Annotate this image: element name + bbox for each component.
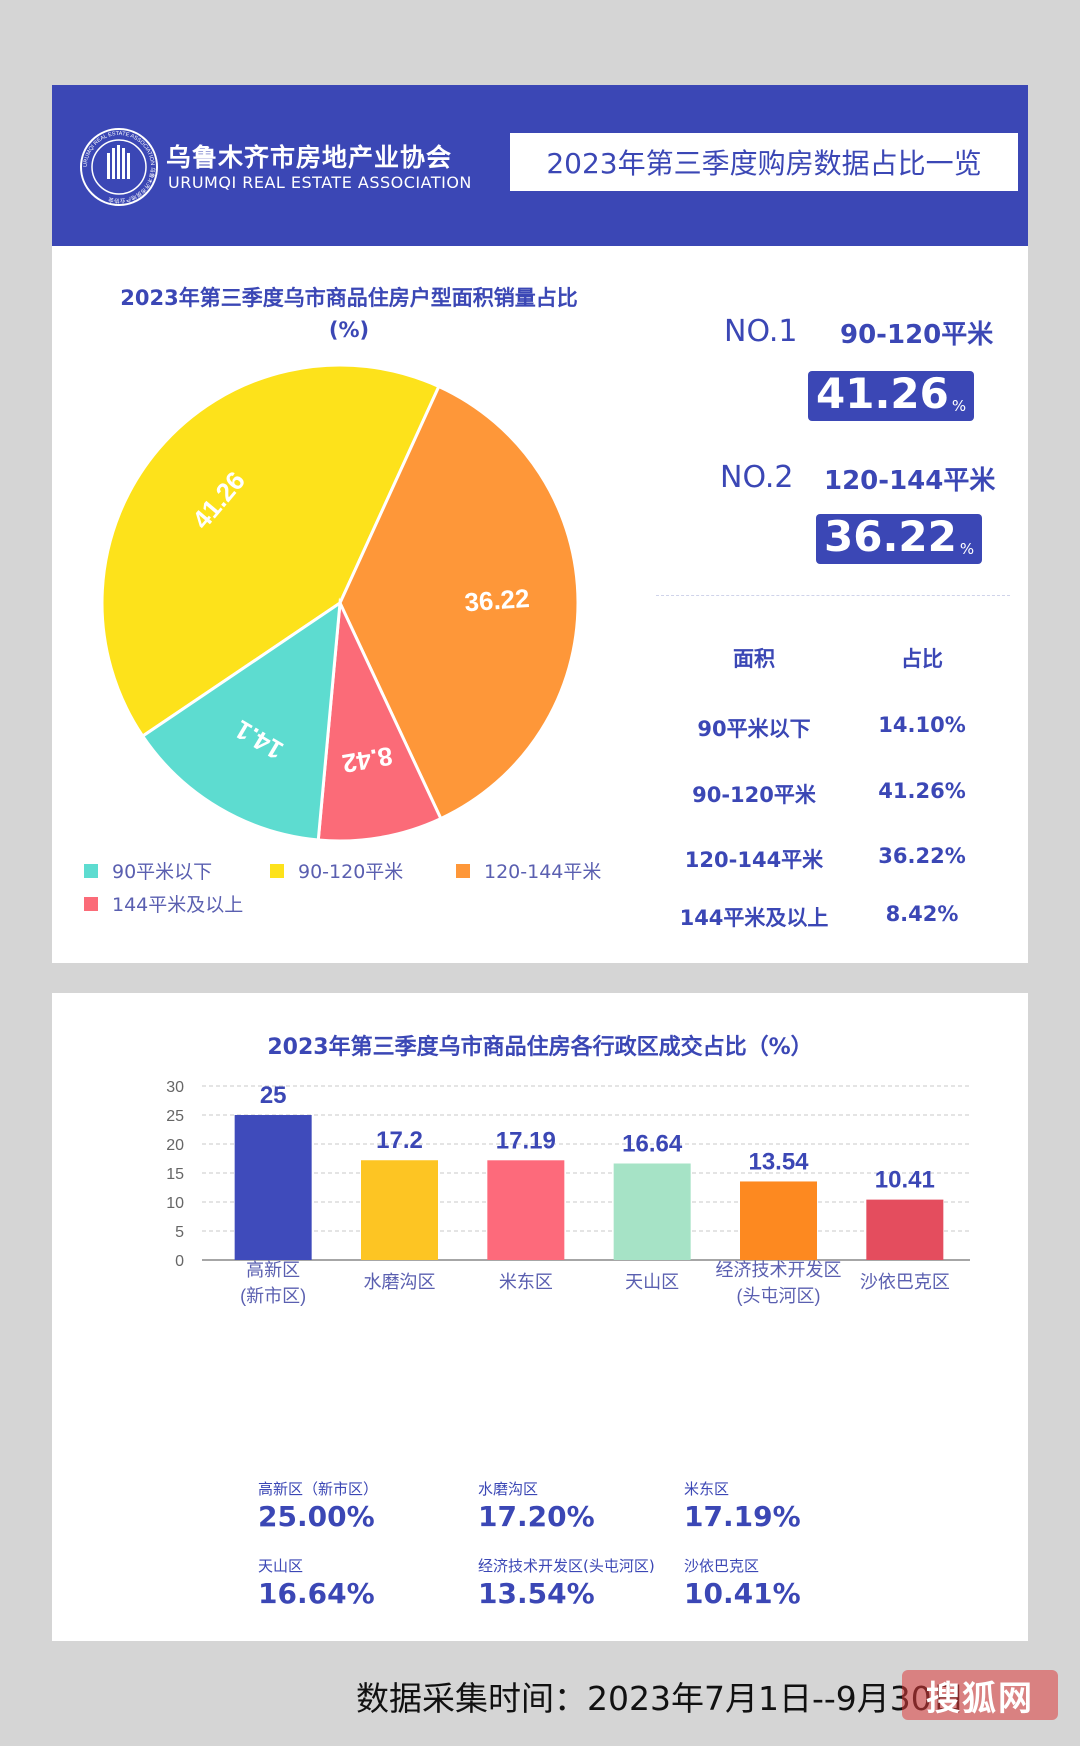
y-tick-label: 30	[166, 1079, 184, 1096]
pie-data-label: 36.22	[463, 583, 530, 617]
legend-label: 90-120平米	[298, 861, 404, 883]
bar-data-label: 16.64	[622, 1130, 683, 1157]
rank1-label: 90-120平米	[840, 320, 994, 350]
legend-item-4: 144平米及以上	[84, 890, 243, 917]
bar	[487, 1160, 565, 1260]
summary-name: 米东区	[684, 1480, 730, 1498]
source-watermark: 搜狐网	[902, 1670, 1058, 1720]
rank2-value: 36.22	[824, 512, 957, 561]
divider	[656, 595, 1010, 596]
rank2-number: NO.2	[720, 460, 794, 495]
bar-data-label: 13.54	[748, 1148, 809, 1175]
pie-slice	[316, 597, 443, 843]
summary-name: 沙依巴克区	[684, 1557, 760, 1575]
legend-swatch	[270, 863, 284, 878]
bar-chart-title: 2023年第三季度乌市商品住房各行政区成交占比（%）	[267, 1035, 813, 1060]
x-category-label: (新市区)	[240, 1286, 306, 1306]
pie-title-line1: 2023年第三季度乌市商品住房户型面积销量占比	[120, 286, 578, 310]
summary-value: 25.00%	[258, 1500, 375, 1533]
table-cell-area: 90平米以下	[697, 717, 811, 741]
bar	[234, 1115, 312, 1260]
legend-item-1: 90平米以下	[84, 857, 212, 884]
legend-item-3: 120-144平米	[456, 857, 601, 884]
rank2-badge: 36.22 %	[816, 512, 983, 564]
summary-name: 天山区	[258, 1557, 304, 1575]
legend-swatch	[456, 863, 470, 878]
x-category-label: 天山区	[625, 1272, 679, 1292]
association-name-cn: 乌鲁木齐市房地产业协会	[166, 143, 453, 172]
y-tick-label: 20	[166, 1137, 184, 1154]
pie-title-line2: (%)	[328, 318, 370, 342]
pie-slice	[338, 384, 580, 821]
summary-value: 17.19%	[684, 1500, 801, 1533]
pie-panel: 2023年第三季度乌市商品住房户型面积销量占比 (%) 41.26 36.22 8.…	[52, 246, 1028, 963]
bar	[740, 1181, 817, 1260]
summary-value: 16.64%	[258, 1577, 375, 1610]
table-cell-area: 120-144平米	[684, 848, 824, 872]
pie-slice	[140, 599, 342, 842]
x-category-label: 经济技术开发区	[716, 1260, 842, 1280]
table-header-area: 面积	[733, 647, 775, 671]
rank2-label: 120-144平米	[824, 466, 996, 496]
rank1-number: NO.1	[724, 314, 798, 349]
rank1-badge: 41.26 %	[808, 369, 975, 421]
legend-item-2: 90-120平米	[270, 857, 403, 884]
table-cell-area: 90-120平米	[692, 783, 816, 807]
bar-data-label: 10.41	[875, 1167, 935, 1194]
summary-name: 水磨沟区	[478, 1480, 539, 1498]
summary-value: 10.41%	[684, 1577, 801, 1610]
legend-label: 120-144平米	[484, 861, 602, 883]
y-tick-label: 0	[175, 1253, 184, 1270]
pie-slice	[100, 363, 441, 739]
x-category-label: (头屯河区)	[737, 1286, 821, 1306]
association-name-en: URUMQI REAL ESTATE ASSOCIATION	[168, 173, 472, 192]
page-title: 2023年第三季度购房数据占比一览	[510, 133, 1018, 191]
table-cell-share: 14.10%	[878, 713, 966, 737]
bar-panel: 2023年第三季度乌市商品住房各行政区成交占比（%） 0 5 10 15 20 25 30 2…	[52, 993, 1028, 1641]
bar-data-label: 17.2	[376, 1127, 423, 1154]
bar	[866, 1199, 944, 1260]
summary-value: 17.20%	[478, 1500, 595, 1533]
y-tick-label: 10	[166, 1195, 184, 1212]
summary-name: 高新区（新市区）	[258, 1480, 379, 1498]
x-category-label: 高新区	[246, 1260, 300, 1280]
x-category-label: 米东区	[499, 1272, 553, 1292]
bar	[361, 1160, 438, 1260]
rank1-unit: %	[951, 397, 967, 415]
bar-data-label: 25	[260, 1082, 287, 1109]
association-logo: URUMQI REAL ESTATE ASSOCIATION 乌鲁木齐市房地产业…	[80, 128, 158, 206]
summary-value: 13.54%	[478, 1577, 595, 1610]
rank2-unit: %	[959, 540, 975, 558]
bar-data-label: 17.19	[496, 1127, 556, 1154]
footer-collection-period: 数据采集时间：2023年7月1日--9月30日	[356, 1679, 965, 1718]
y-tick-label: 25	[166, 1108, 184, 1125]
table-header-share: 占比	[901, 647, 943, 671]
legend-swatch	[84, 896, 98, 911]
table-cell-share: 36.22%	[878, 844, 966, 868]
x-category-label: 水磨沟区	[364, 1272, 436, 1292]
legend-label: 144平米及以上	[112, 894, 244, 916]
summary-name: 经济技术开发区(头屯河区)	[478, 1557, 655, 1575]
legend-swatch	[84, 863, 98, 878]
header-banner: URUMQI REAL ESTATE ASSOCIATION 乌鲁木齐市房地产业…	[52, 85, 1028, 246]
y-tick-label: 15	[166, 1166, 184, 1183]
y-tick-label: 5	[175, 1224, 184, 1241]
legend-label: 90平米以下	[112, 861, 213, 883]
rank1-value: 41.26	[816, 369, 949, 418]
bar-chart: 0 5 10 15 20 25 30 25 高新区 (新市区) 17.2 水磨沟区 17.19 米东区 16…	[166, 1079, 970, 1306]
table-cell-area: 144平米及以上	[679, 906, 829, 930]
pie-chart-title: 2023年第三季度乌市商品住房户型面积销量占比 (%)	[52, 282, 646, 346]
x-category-label: 沙依巴克区	[860, 1272, 950, 1292]
bar	[613, 1163, 691, 1260]
table-cell-share: 8.42%	[885, 902, 959, 926]
table-cell-share: 41.26%	[878, 779, 966, 803]
